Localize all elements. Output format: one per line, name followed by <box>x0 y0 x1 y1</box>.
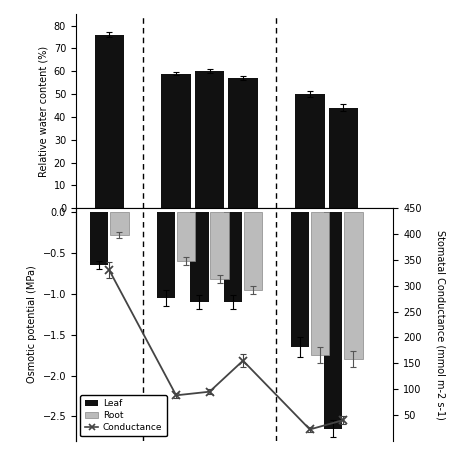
Bar <box>90 212 109 265</box>
Bar <box>195 71 224 208</box>
Bar <box>157 212 175 298</box>
Bar <box>324 212 342 428</box>
Y-axis label: Osmotic potential (MPa): Osmotic potential (MPa) <box>27 265 37 383</box>
Bar <box>94 35 124 208</box>
Bar <box>228 78 258 208</box>
Bar <box>190 212 209 302</box>
Bar <box>210 212 229 279</box>
Bar <box>224 212 242 302</box>
Bar <box>177 212 195 261</box>
Legend: Leaf, Root, Conductance: Leaf, Root, Conductance <box>81 395 167 436</box>
Bar <box>295 94 325 208</box>
Y-axis label: Stomatal Conductance (mmol m-2 s-1): Stomatal Conductance (mmol m-2 s-1) <box>436 229 446 419</box>
Bar <box>328 108 358 208</box>
Bar <box>162 73 191 208</box>
Bar <box>344 212 363 359</box>
Bar <box>110 212 128 235</box>
Bar <box>244 212 262 290</box>
Y-axis label: Relative water content (%): Relative water content (%) <box>38 46 48 177</box>
Bar <box>291 212 309 347</box>
Bar <box>311 212 329 355</box>
